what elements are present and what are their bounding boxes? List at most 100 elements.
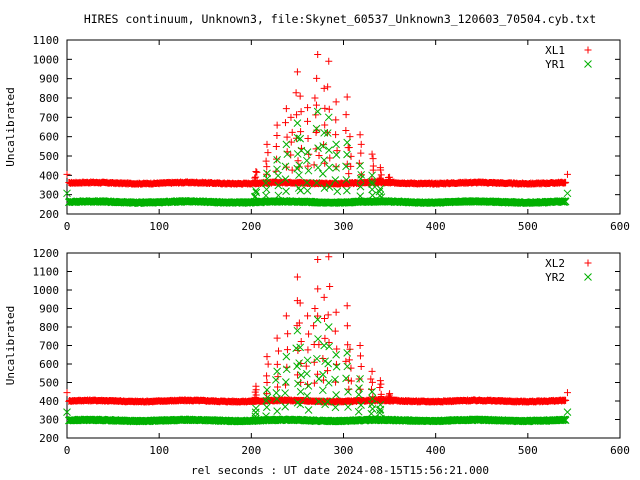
data-point xyxy=(342,162,350,171)
data-point xyxy=(333,187,342,196)
data-point xyxy=(325,105,333,113)
y-tick-label: 400 xyxy=(39,395,59,408)
data-point xyxy=(263,386,271,394)
data-point xyxy=(303,186,312,195)
data-point xyxy=(368,150,376,158)
y-tick-label: 700 xyxy=(39,340,59,353)
data-point xyxy=(273,360,281,368)
data-point xyxy=(324,378,333,387)
data-point xyxy=(294,157,302,165)
data-point xyxy=(293,119,302,127)
data-point xyxy=(345,170,353,178)
data-point xyxy=(377,171,385,179)
data-point xyxy=(302,156,311,165)
data-point xyxy=(251,414,260,423)
data-point xyxy=(63,408,71,416)
legend-marker xyxy=(584,60,592,68)
data-point xyxy=(283,133,291,141)
y-tick-label: 400 xyxy=(39,169,59,182)
y-tick-label: 800 xyxy=(39,92,59,105)
data-point xyxy=(332,116,340,124)
data-point xyxy=(296,186,305,195)
data-point xyxy=(326,282,334,290)
y-tick-label: 700 xyxy=(39,111,59,124)
data-point xyxy=(376,405,385,414)
data-point xyxy=(324,359,333,368)
data-point xyxy=(356,182,365,191)
data-point xyxy=(252,173,260,181)
data-point xyxy=(262,412,270,421)
data-point xyxy=(293,68,301,76)
data-point xyxy=(283,346,291,354)
data-point xyxy=(354,407,363,416)
data-point xyxy=(561,179,569,187)
data-point xyxy=(369,162,377,170)
legend-marker xyxy=(584,259,592,267)
data-point xyxy=(274,373,282,381)
data-point xyxy=(368,378,376,386)
data-point xyxy=(320,184,329,193)
y-tick-label: 200 xyxy=(39,208,59,221)
data-point xyxy=(357,170,366,179)
legend-label: YR1 xyxy=(545,58,565,71)
data-point xyxy=(324,367,332,375)
data-point xyxy=(288,128,296,136)
x-tick-label: 300 xyxy=(334,444,354,457)
data-point xyxy=(284,330,292,338)
data-point xyxy=(304,162,312,170)
series-YR2: YR2 xyxy=(63,271,592,426)
data-point xyxy=(332,98,340,106)
y-tick-label: 600 xyxy=(39,131,59,144)
data-point xyxy=(296,299,304,307)
data-point xyxy=(331,327,339,335)
data-point xyxy=(303,356,312,365)
y-tick-label: 900 xyxy=(39,73,59,86)
data-point xyxy=(321,104,329,112)
data-point xyxy=(356,352,364,360)
data-point xyxy=(357,149,365,157)
data-point xyxy=(313,107,322,116)
x-tick-label: 400 xyxy=(426,220,446,233)
data-point xyxy=(272,388,281,397)
y-tick-label: 800 xyxy=(39,321,59,334)
data-point xyxy=(321,334,329,342)
data-point xyxy=(343,349,352,357)
x-tick-label: 600 xyxy=(610,220,630,233)
data-point xyxy=(315,341,323,349)
data-point xyxy=(271,376,280,384)
x-tick-label: 600 xyxy=(610,444,630,457)
series-YR1: YR1 xyxy=(63,58,592,208)
data-point xyxy=(304,166,313,175)
data-point xyxy=(333,147,341,155)
data-point xyxy=(563,408,572,416)
data-point xyxy=(325,183,334,191)
data-point xyxy=(376,174,384,182)
data-point xyxy=(377,390,385,398)
data-point xyxy=(274,171,282,180)
data-point xyxy=(263,163,271,171)
data-point xyxy=(297,371,306,379)
data-point xyxy=(345,356,353,364)
data-point xyxy=(331,375,339,384)
data-point xyxy=(344,387,352,396)
x-tick-label: 400 xyxy=(426,444,446,457)
y-tick-label: 500 xyxy=(39,377,59,390)
data-point xyxy=(343,138,352,147)
legend-marker xyxy=(584,46,592,54)
data-point xyxy=(314,285,322,293)
data-point xyxy=(369,155,377,163)
data-point xyxy=(320,84,328,92)
data-point xyxy=(376,377,384,385)
x-tick-label: 0 xyxy=(64,220,71,233)
data-point xyxy=(310,358,318,366)
data-point xyxy=(368,178,376,186)
data-point xyxy=(295,161,304,170)
data-point xyxy=(343,302,351,310)
data-point xyxy=(310,161,318,169)
y-tick-label: 1000 xyxy=(33,284,60,297)
data-point xyxy=(377,380,385,388)
data-point xyxy=(332,163,340,171)
data-point xyxy=(563,389,571,397)
data-point xyxy=(296,400,305,409)
legend-label: YR2 xyxy=(545,271,565,284)
